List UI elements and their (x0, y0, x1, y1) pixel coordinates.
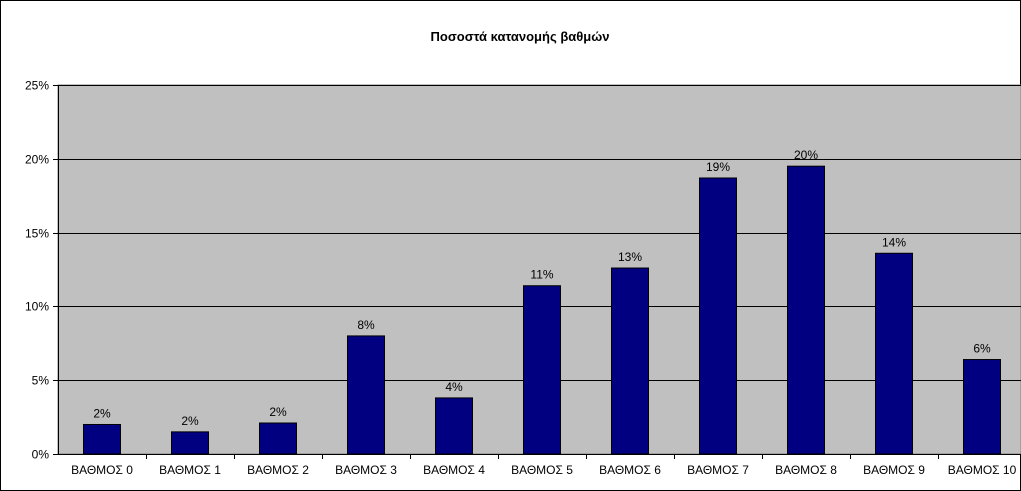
bar (611, 267, 649, 455)
plot-area: 0% 5% 10% 15% 20% 25% 2% ΒΑΘΜΟΣ 0 2% ΒΑΘΜΟΣ 1 2% ΒΑ… (25, 79, 1021, 477)
data-label: 11% (530, 268, 553, 282)
bar (875, 252, 913, 455)
data-label: 6% (973, 342, 991, 356)
y-tick-label: 10% (25, 300, 49, 314)
data-label: 14% (882, 235, 906, 249)
x-tick-label: ΒΑΘΜΟΣ 10 (948, 463, 1017, 477)
y-tick-label: 0% (32, 448, 50, 462)
x-tick-label: ΒΑΘΜΟΣ 5 (511, 463, 573, 477)
bar (171, 431, 209, 455)
bar (787, 165, 825, 455)
data-label: 2% (181, 414, 199, 428)
data-label: 13% (618, 250, 642, 264)
bar (699, 177, 737, 455)
data-label: 2% (93, 406, 111, 420)
x-tick-label: ΒΑΘΜΟΣ 9 (863, 463, 925, 477)
x-tick-label: ΒΑΘΜΟΣ 3 (335, 463, 397, 477)
bar (347, 335, 385, 455)
x-tick-label: ΒΑΘΜΟΣ 7 (687, 463, 749, 477)
x-tick-label: ΒΑΘΜΟΣ 6 (599, 463, 661, 477)
x-tick-label: ΒΑΘΜΟΣ 2 (247, 463, 309, 477)
x-tick-label: ΒΑΘΜΟΣ 1 (159, 463, 221, 477)
y-tick-label: 15% (25, 227, 49, 241)
y-tick-label: 25% (25, 79, 49, 93)
bar (435, 397, 473, 455)
x-tick-label: ΒΑΘΜΟΣ 4 (423, 463, 485, 477)
data-label: 19% (706, 160, 730, 174)
bar (963, 359, 1001, 455)
y-tick-label: 20% (25, 153, 49, 167)
bar (523, 285, 561, 455)
x-tick-label: ΒΑΘΜΟΣ 8 (775, 463, 837, 477)
data-label: 20% (794, 148, 818, 162)
data-label: 8% (357, 318, 375, 332)
bar (259, 422, 297, 455)
bar (83, 423, 121, 455)
data-label: 2% (269, 405, 287, 419)
chart-title: Ποσοστά κατανομής βαθμών (431, 29, 610, 44)
x-tick-label: ΒΑΘΜΟΣ 0 (71, 463, 133, 477)
y-tick-label: 5% (32, 374, 50, 388)
data-label: 4% (445, 380, 463, 394)
